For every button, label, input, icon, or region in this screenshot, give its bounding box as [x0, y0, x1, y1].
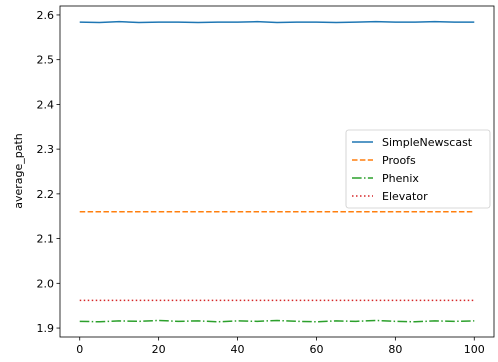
x-tick-label: 20: [152, 343, 166, 356]
y-tick-label: 2.2: [37, 188, 55, 201]
x-tick-label: 40: [231, 343, 245, 356]
y-tick-label: 2.5: [37, 54, 55, 67]
y-tick-label: 2.6: [37, 9, 55, 22]
legend-box: [345, 129, 491, 209]
y-tick-label: 2.0: [37, 277, 55, 290]
y-tick-label: 2.3: [37, 143, 55, 156]
axes-layer: 0 20 40 60 80 100 1.9 2.0 2.1 2.2 2.3 2.4 2.5 2.6: [37, 5, 495, 356]
legend: SimpleNewscast Proofs Phenix Elevator: [345, 129, 491, 209]
legend-label: Elevator: [382, 190, 428, 203]
x-tick-label: 100: [464, 343, 485, 356]
y-axis-label: average_path: [12, 133, 25, 209]
x-tick-label: 0: [76, 343, 83, 356]
y-tick-label: 1.9: [37, 322, 55, 335]
y-tick-label: 2.1: [37, 233, 55, 246]
legend-label: SimpleNewscast: [382, 136, 473, 149]
series-line-simplenewscast: [79, 20, 475, 24]
x-tick-label: 80: [388, 343, 402, 356]
series-line-phenix: [79, 319, 475, 323]
legend-label: Phenix: [382, 172, 419, 185]
legend-label: Proofs: [382, 154, 416, 167]
plot-frame: [59, 5, 495, 338]
y-tick-label: 2.4: [37, 98, 55, 111]
x-tick-label: 60: [309, 343, 323, 356]
series-layer: [79, 20, 475, 323]
